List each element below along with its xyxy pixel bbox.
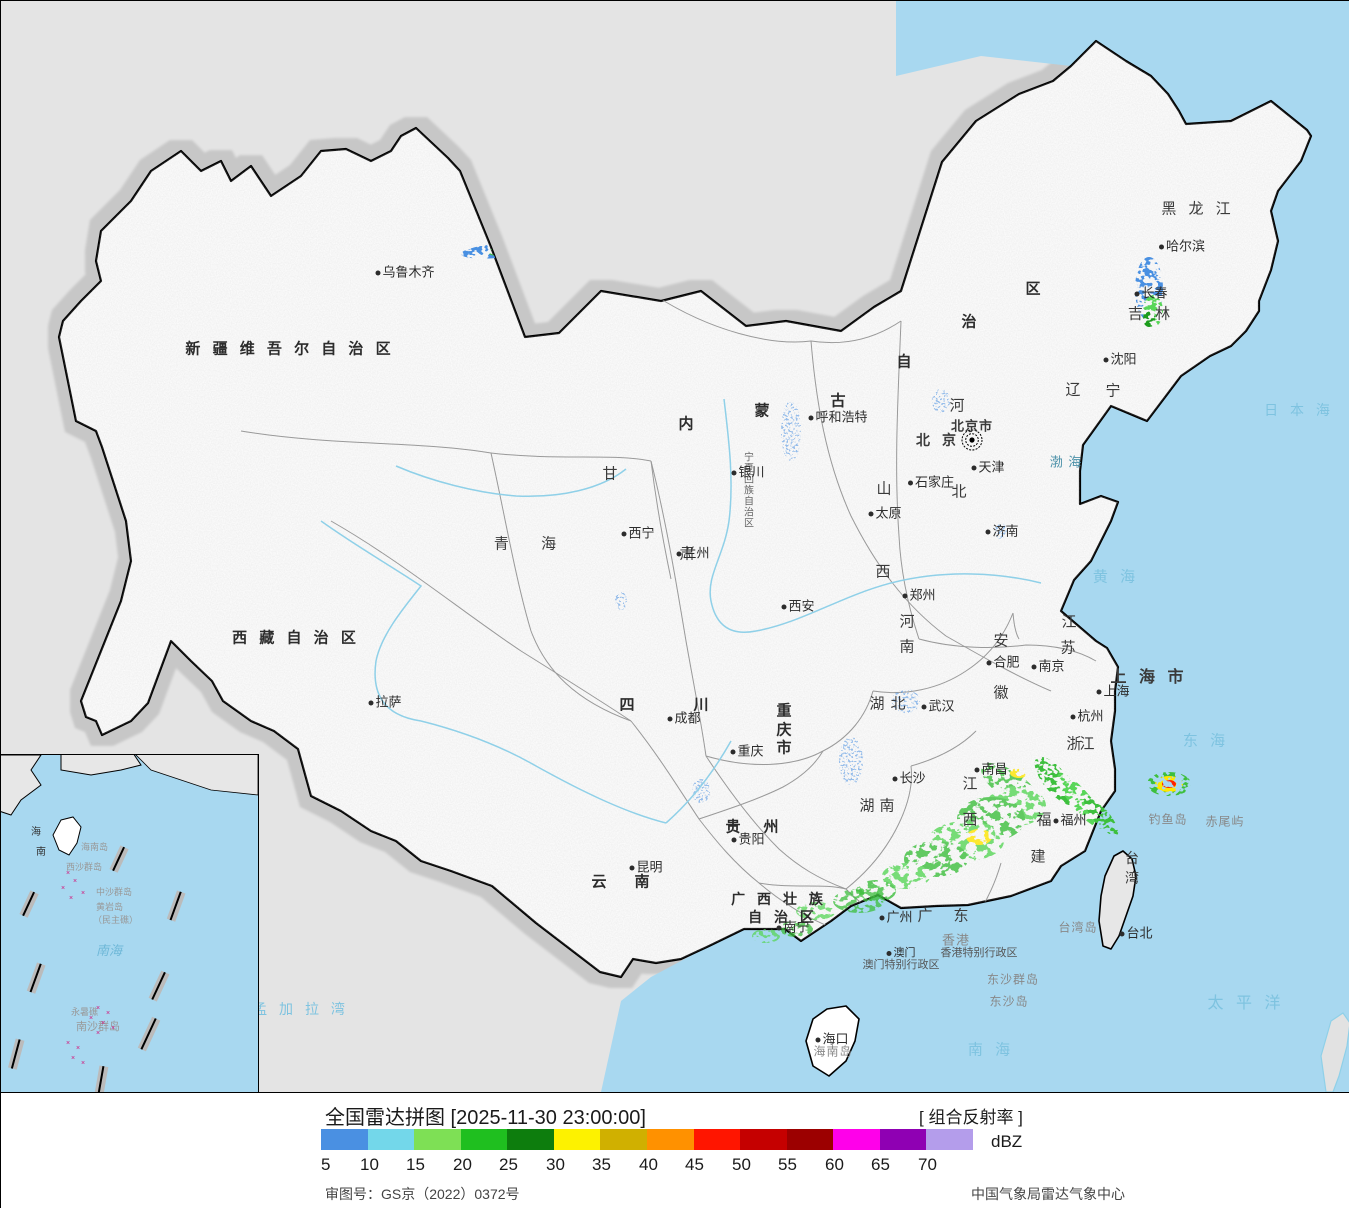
svg-text:×: × [66, 1040, 70, 1047]
svg-text:南海: 南海 [96, 943, 124, 958]
svg-text:×: × [89, 1015, 93, 1022]
svg-text:西沙群岛: 西沙群岛 [66, 861, 102, 872]
svg-text:×: × [81, 890, 85, 897]
svg-text:×: × [111, 1025, 115, 1032]
svg-text:×: × [96, 1005, 100, 1012]
svg-text:×: × [96, 1030, 100, 1037]
svg-text:×: × [81, 1060, 85, 1067]
svg-text:×: × [101, 1020, 105, 1027]
svg-text:×: × [69, 895, 73, 902]
svg-text:×: × [61, 885, 65, 892]
svg-text:黄岩岛: 黄岩岛 [96, 901, 123, 912]
svg-text:南: 南 [36, 845, 46, 858]
svg-text:海: 海 [31, 825, 41, 838]
svg-text:×: × [106, 1010, 110, 1017]
svg-text:×: × [66, 870, 70, 877]
svg-text:海南岛: 海南岛 [81, 841, 108, 852]
svg-text:×: × [73, 878, 77, 885]
svg-text:永暑礁: 永暑礁 [71, 1006, 98, 1017]
svg-text:（民主礁）: （民主礁） [93, 914, 138, 925]
svg-text:中沙群岛: 中沙群岛 [96, 886, 132, 897]
svg-text:×: × [71, 1055, 75, 1062]
svg-text:×: × [76, 1045, 80, 1052]
